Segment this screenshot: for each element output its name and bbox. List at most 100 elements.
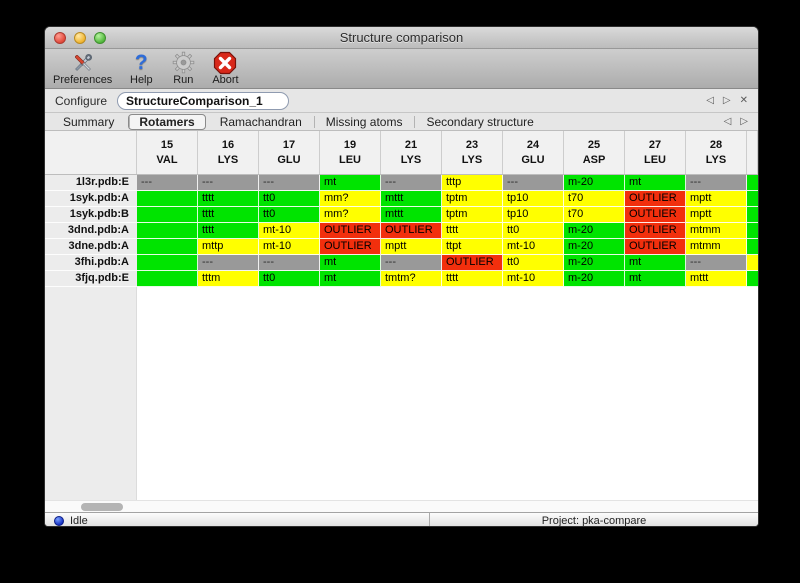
table-cell[interactable]: --- bbox=[503, 175, 564, 191]
table-cell[interactable]: t70 bbox=[564, 207, 625, 223]
tab-secondary-structure[interactable]: Secondary structure bbox=[414, 115, 545, 129]
row-label[interactable]: 3dne.pdb:A bbox=[45, 239, 137, 255]
table-cell[interactable]: mt bbox=[320, 255, 381, 271]
configuration-name-input[interactable] bbox=[117, 91, 290, 110]
zoom-window-button[interactable] bbox=[94, 32, 106, 44]
tab-ramachandran[interactable]: Ramachandran bbox=[219, 114, 302, 129]
row-label[interactable]: 1syk.pdb:A bbox=[45, 191, 137, 207]
table-cell[interactable]: --- bbox=[381, 175, 442, 191]
table-cell[interactable]: --- bbox=[198, 175, 259, 191]
table-cell[interactable]: m-20 bbox=[564, 175, 625, 191]
scroll-columns-left-icon[interactable]: ◁ bbox=[723, 115, 732, 127]
column-header-19[interactable]: 19 LEU bbox=[320, 131, 381, 174]
table-cell[interactable]: ttpt bbox=[442, 239, 503, 255]
table-cell[interactable]: tttt bbox=[442, 223, 503, 239]
table-cell[interactable]: tt0 bbox=[259, 271, 320, 287]
table-cell[interactable] bbox=[137, 223, 198, 239]
table-cell[interactable]: tptm bbox=[442, 207, 503, 223]
table-cell[interactable]: --- bbox=[259, 255, 320, 271]
table-cell[interactable]: m-20 bbox=[564, 223, 625, 239]
table-cell[interactable]: tt0 bbox=[259, 191, 320, 207]
table-cell[interactable]: m-20 bbox=[564, 271, 625, 287]
abort-button[interactable]: Abort bbox=[212, 50, 239, 86]
tab-rotamers[interactable]: Rotamers bbox=[128, 113, 206, 130]
table-cell[interactable]: mt-10 bbox=[259, 239, 320, 255]
table-cell[interactable]: OUTLIER bbox=[320, 239, 381, 255]
table-cell[interactable]: tttt bbox=[442, 271, 503, 287]
tab-missing-atoms[interactable]: Missing atoms bbox=[313, 115, 415, 129]
table-cell[interactable]: mptt bbox=[381, 239, 442, 255]
horizontal-scrollbar[interactable] bbox=[45, 500, 758, 512]
table-cell[interactable]: mt bbox=[320, 175, 381, 191]
table-cell[interactable]: tt0 bbox=[259, 207, 320, 223]
table-cell[interactable]: mptt bbox=[686, 191, 747, 207]
prev-configuration-icon[interactable]: ◁ bbox=[706, 94, 714, 106]
table-cell[interactable]: tttt bbox=[198, 223, 259, 239]
table-cell[interactable]: tttp bbox=[442, 175, 503, 191]
table-cell[interactable]: mm? bbox=[320, 191, 381, 207]
table-cell[interactable]: --- bbox=[198, 255, 259, 271]
table-cell[interactable]: tt0 bbox=[503, 223, 564, 239]
column-header-17[interactable]: 17 GLU bbox=[259, 131, 320, 174]
column-header-15[interactable]: 15 VAL bbox=[137, 131, 198, 174]
table-cell[interactable] bbox=[137, 239, 198, 255]
table-cell[interactable]: mptt bbox=[686, 207, 747, 223]
table-cell[interactable]: OUTLIER bbox=[625, 239, 686, 255]
next-configuration-icon[interactable]: ▷ bbox=[722, 94, 731, 106]
table-cell[interactable]: --- bbox=[686, 255, 747, 271]
help-button[interactable]: ? Help bbox=[128, 50, 154, 86]
table-cell[interactable]: mt bbox=[320, 271, 381, 287]
table-cell[interactable]: mttt bbox=[686, 271, 747, 287]
table-cell[interactable] bbox=[137, 255, 198, 271]
column-header-25[interactable]: 25 ASP bbox=[564, 131, 625, 174]
table-cell[interactable]: OUTLIER bbox=[442, 255, 503, 271]
table-cell[interactable]: mtmm bbox=[686, 239, 747, 255]
column-header-16[interactable]: 16 LYS bbox=[198, 131, 259, 174]
close-window-button[interactable] bbox=[54, 32, 66, 44]
tab-summary[interactable]: Summary bbox=[63, 114, 115, 129]
table-cell[interactable]: tp10 bbox=[503, 207, 564, 223]
table-cell[interactable]: OUTLIER bbox=[320, 223, 381, 239]
table-cell[interactable]: tttt bbox=[198, 191, 259, 207]
column-header-28[interactable]: 28 LYS bbox=[686, 131, 747, 174]
table-cell[interactable]: tp10 bbox=[503, 191, 564, 207]
row-label[interactable]: 3fhi.pdb:A bbox=[45, 255, 137, 271]
table-cell[interactable]: OUTLIER bbox=[381, 223, 442, 239]
table-cell[interactable]: mm? bbox=[320, 207, 381, 223]
table-cell[interactable]: OUTLIER bbox=[625, 191, 686, 207]
table-cell[interactable]: tmtm? bbox=[381, 271, 442, 287]
table-cell[interactable]: OUTLIER bbox=[625, 207, 686, 223]
table-cell[interactable] bbox=[137, 271, 198, 287]
close-configuration-icon[interactable]: ✕ bbox=[739, 94, 748, 106]
table-cell[interactable]: OUTLIER bbox=[625, 223, 686, 239]
table-cell[interactable]: mt-10 bbox=[259, 223, 320, 239]
column-header-21[interactable]: 21 LYS bbox=[381, 131, 442, 174]
table-cell[interactable]: tptm bbox=[442, 191, 503, 207]
table-cell[interactable]: mt-10 bbox=[503, 239, 564, 255]
table-cell[interactable] bbox=[137, 191, 198, 207]
table-cell[interactable] bbox=[137, 207, 198, 223]
row-label[interactable]: 1syk.pdb:B bbox=[45, 207, 137, 223]
table-cell[interactable]: mttp bbox=[198, 239, 259, 255]
minimize-window-button[interactable] bbox=[74, 32, 86, 44]
run-button[interactable]: Run bbox=[170, 50, 196, 86]
row-label[interactable]: 3fjq.pdb:E bbox=[45, 271, 137, 287]
table-cell[interactable]: mt bbox=[625, 175, 686, 191]
table-cell[interactable]: mt-10 bbox=[503, 271, 564, 287]
table-cell[interactable]: m-20 bbox=[564, 255, 625, 271]
column-header-27[interactable]: 27 LEU bbox=[625, 131, 686, 174]
table-cell[interactable]: t70 bbox=[564, 191, 625, 207]
table-cell[interactable]: mttt bbox=[381, 207, 442, 223]
row-label[interactable]: 1l3r.pdb:E bbox=[45, 175, 137, 191]
column-header-24[interactable]: 24 GLU bbox=[503, 131, 564, 174]
horizontal-scrollbar-thumb[interactable] bbox=[81, 503, 123, 511]
table-cell[interactable]: mt bbox=[625, 271, 686, 287]
column-header-23[interactable]: 23 LYS bbox=[442, 131, 503, 174]
row-label[interactable]: 3dnd.pdb:A bbox=[45, 223, 137, 239]
scroll-columns-right-icon[interactable]: ▷ bbox=[740, 115, 748, 127]
table-cell[interactable]: tt0 bbox=[503, 255, 564, 271]
table-cell[interactable]: m-20 bbox=[564, 239, 625, 255]
table-cell[interactable]: tttt bbox=[198, 207, 259, 223]
preferences-button[interactable]: Preferences bbox=[53, 50, 112, 86]
table-cell[interactable]: --- bbox=[381, 255, 442, 271]
